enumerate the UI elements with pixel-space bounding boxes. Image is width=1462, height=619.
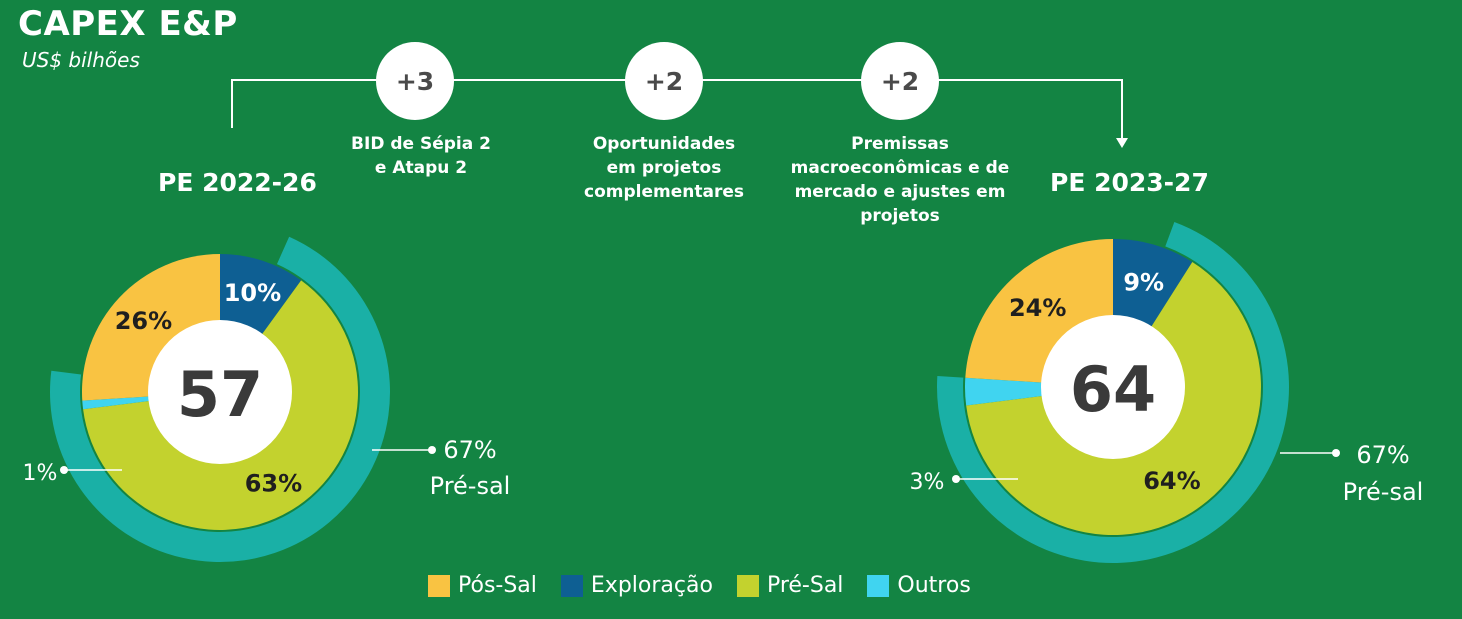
callout-dot-outros-chart-2 [952, 475, 960, 483]
ring-percent-chart-1: 67% [443, 436, 496, 464]
donut-hole-chart-2 [1041, 315, 1185, 459]
step-description-line: em projetos [606, 158, 722, 178]
period-label-left: PE 2022-26 [158, 168, 317, 197]
legend-item-outros: Outros [867, 573, 971, 598]
slice-label-outros-chart-2: 3% [910, 470, 945, 495]
donut-hole-chart-1 [148, 320, 292, 464]
ring-percent-chart-2: 67% [1356, 441, 1409, 469]
ring-name-chart-1: Pré-sal [430, 472, 511, 500]
step-description-2: Oportunidades em projetos complementares [544, 132, 784, 204]
flow-arrowhead [1116, 138, 1128, 148]
slice-label-chart-1: 63% [245, 469, 302, 497]
step-description-3: Premissas macroeconômicas e de mercado e… [780, 132, 1020, 228]
step-description-1: BID de Sépia 2 e Atapu 2 [301, 132, 541, 180]
legend-item-pre-sal: Pré-Sal [736, 573, 844, 598]
step-circle-1: +3 [376, 42, 454, 120]
slice-label-chart-2: 9% [1123, 268, 1164, 296]
legend-item-exploracao: Exploração [560, 573, 713, 598]
legend-swatch [428, 574, 450, 597]
total-value-chart-1: 57 [177, 358, 263, 431]
slice-outros-chart-2 [965, 377, 1113, 406]
callout-dot-ring-chart-2 [1332, 449, 1340, 457]
step-circle-2: +2 [625, 42, 703, 120]
step-description-line: macroeconômicas e de [790, 158, 1010, 178]
page-subtitle: US$ bilhões [22, 48, 140, 72]
legend-label: Pré-Sal [766, 573, 844, 598]
step-description-line: e Atapu 2 [374, 158, 468, 178]
step-description-line: Oportunidades [592, 134, 736, 154]
legend-label: Exploração [590, 573, 713, 598]
step-description-line: complementares [584, 182, 744, 202]
legend-item-pos-sal: Pós-Sal [428, 573, 537, 598]
ring-name-chart-2: Pré-sal [1343, 478, 1424, 506]
page-title: CAPEX E&P [18, 4, 238, 44]
total-value-chart-2: 64 [1070, 353, 1156, 426]
slice-label-chart-1: 10% [224, 279, 281, 307]
step-description-line: mercado e ajustes em [794, 182, 1006, 202]
legend-label: Pós-Sal [458, 573, 537, 598]
legend-swatch [867, 574, 890, 597]
step-circle-3: +2 [861, 42, 939, 120]
step-description-line: projetos [860, 206, 940, 226]
slice-label-chart-2: 64% [1143, 467, 1200, 495]
legend-swatch [560, 574, 583, 597]
period-label-right: PE 2023-27 [1050, 168, 1209, 197]
step-description-line: BID de Sépia 2 [351, 134, 491, 154]
legend-swatch [736, 574, 759, 597]
callout-dot-outros-chart-1 [60, 466, 68, 474]
slice-label-outros-chart-1: 1% [23, 461, 58, 486]
chart-legend: Pós-Sal Exploração Pré-Sal Outros [428, 573, 995, 598]
callout-dot-ring-chart-1 [428, 446, 436, 454]
legend-label: Outros [897, 573, 971, 598]
slice-label-chart-1: 26% [115, 307, 172, 335]
slice-label-chart-2: 24% [1009, 294, 1066, 322]
step-description-line: Premissas [851, 134, 949, 154]
